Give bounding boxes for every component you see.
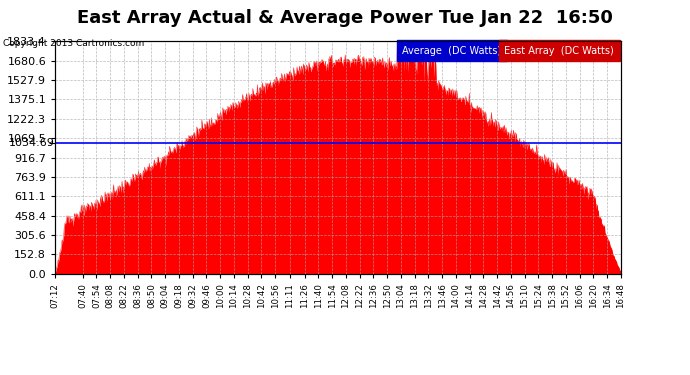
Legend: Average  (DC Watts), East Array  (DC Watts): Average (DC Watts), East Array (DC Watts…: [397, 44, 616, 58]
Text: 1034.69: 1034.69: [9, 138, 55, 147]
Text: East Array Actual & Average Power Tue Jan 22  16:50: East Array Actual & Average Power Tue Ja…: [77, 9, 613, 27]
Text: Copyright 2013 Cartronics.com: Copyright 2013 Cartronics.com: [3, 39, 145, 48]
